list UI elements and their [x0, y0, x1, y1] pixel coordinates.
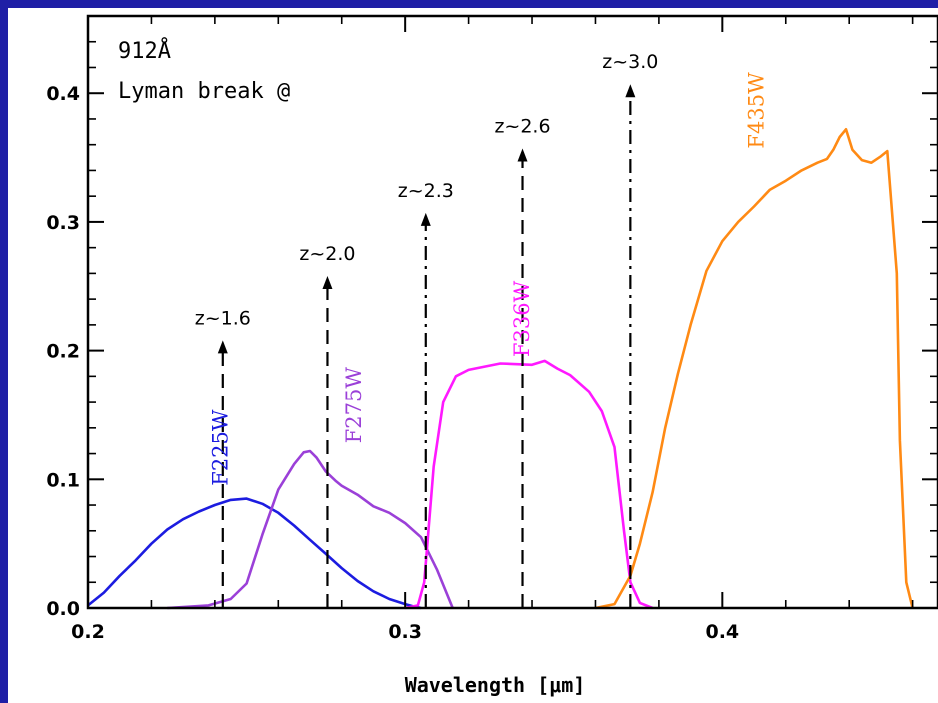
x-tick-label: 0.4 — [705, 621, 739, 643]
redshift-label: z~2.0 — [299, 243, 355, 265]
filter-label-f336w: F336W — [510, 280, 534, 357]
arrow-head-icon — [625, 84, 636, 98]
arrow-head-icon — [517, 148, 528, 162]
arrow-head-icon — [217, 340, 228, 354]
axes-layer: 0.0 0.1 0.2 0.3 0.4 0.2 0.3 0.4 Wavelength [μm] — [46, 14, 938, 697]
curve-f435w — [595, 128, 914, 610]
curve-f275w — [167, 449, 454, 610]
filter-label-f225w: F225W — [209, 409, 233, 486]
arrow-head-icon — [322, 275, 333, 289]
y-tick-label: 0.3 — [46, 212, 80, 234]
filter-label-f275w: F275W — [342, 367, 366, 444]
annotation-line: 912Å — [118, 37, 171, 64]
y-tick-label: 0.4 — [46, 83, 80, 105]
y-tick-label: 0.0 — [46, 598, 80, 620]
labels-layer: F225W F275W F336W F435W z~1.6 z~2.0 z~2.3 z~2.6… — [118, 37, 769, 486]
redshift-label: z~2.3 — [398, 180, 454, 202]
x-tick-label: 0.2 — [71, 621, 105, 643]
arrow-head-icon — [420, 212, 431, 226]
curve-f225w — [87, 497, 422, 610]
x-tick-label: 0.3 — [388, 621, 422, 643]
redshift-label: z~3.0 — [602, 51, 658, 73]
curves-layer — [87, 128, 938, 610]
redshift-label: z~2.6 — [494, 116, 550, 138]
filter-label-f435w: F435W — [745, 72, 769, 149]
y-tick-label: 0.2 — [46, 341, 80, 363]
redshift-label: z~1.6 — [195, 307, 251, 329]
plot-card: 0.0 0.1 0.2 0.3 0.4 0.2 0.3 0.4 Wavelength [μm] … — [8, 8, 938, 703]
plot-frame — [86, 14, 938, 610]
y-tick-label: 0.1 — [46, 469, 80, 491]
redshift-markers-layer — [217, 84, 636, 608]
x-axis-title: Wavelength [μm] — [405, 673, 586, 697]
curve-f336w — [404, 359, 654, 610]
annotation-line: Lyman break @ — [118, 79, 290, 104]
